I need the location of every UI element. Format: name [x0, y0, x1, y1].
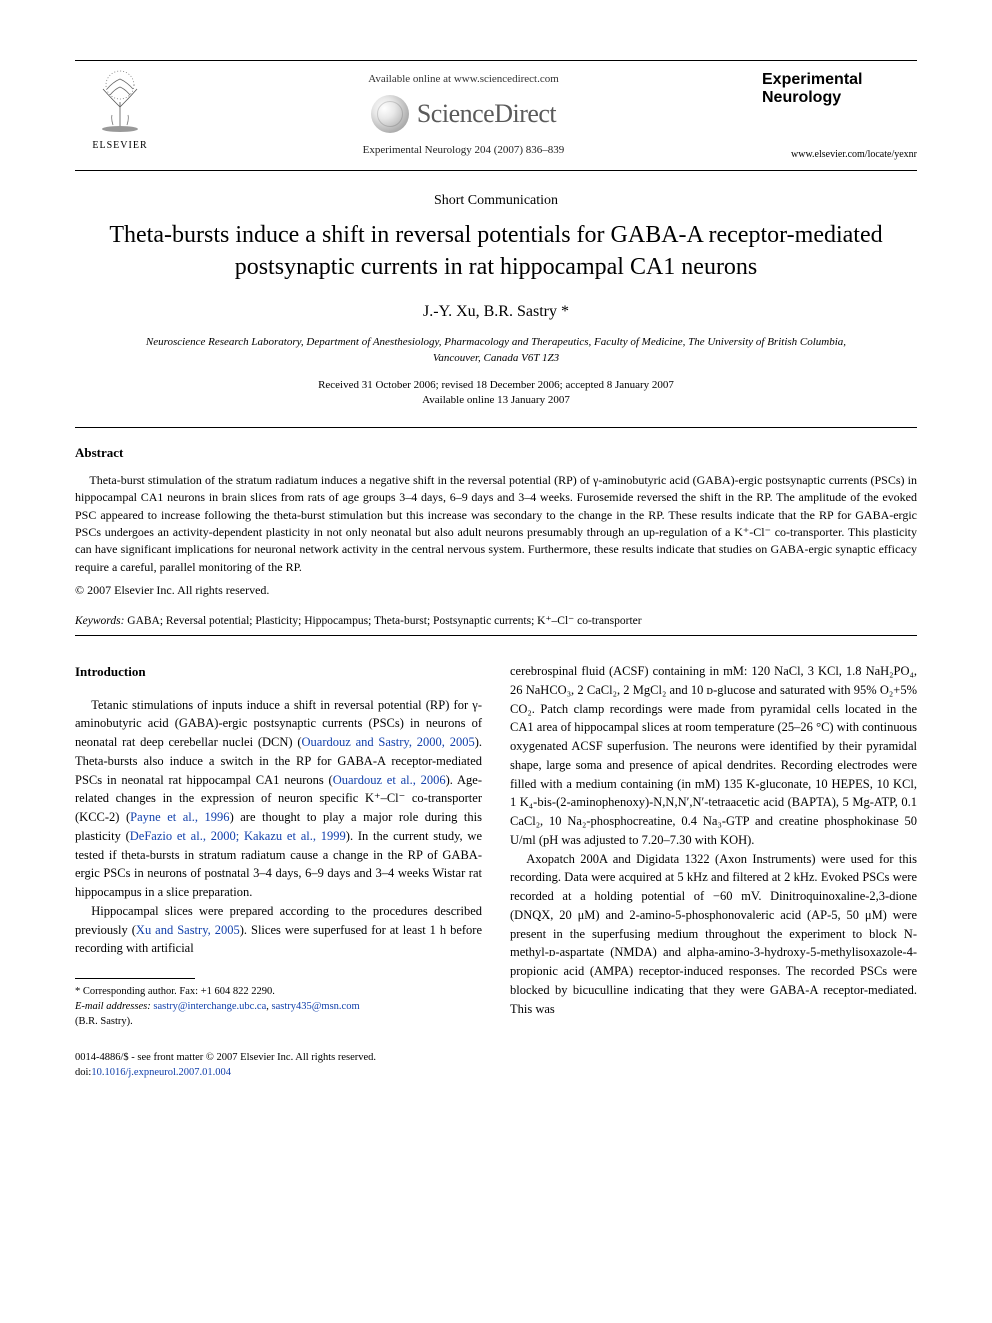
publisher-label: ELSEVIER: [92, 139, 147, 153]
abstract-copyright: © 2007 Elsevier Inc. All rights reserved…: [75, 582, 917, 599]
ref-link[interactable]: Xu and Sastry, 2005: [136, 923, 240, 937]
doi-label: doi:: [75, 1067, 91, 1078]
dates-line1: Received 31 October 2006; revised 18 Dec…: [318, 379, 674, 391]
email-line: E-mail addresses: sastry@interchange.ubc…: [75, 1000, 482, 1015]
keywords-line: Keywords: GABA; Reversal potential; Plas…: [75, 613, 917, 629]
journal-title: Experimental Neurology: [762, 71, 917, 108]
journal-url: www.elsevier.com/locate/yexnr: [762, 148, 917, 162]
rule-top: [75, 60, 917, 61]
elsevier-tree-icon: [85, 67, 155, 137]
journal-citation: Experimental Neurology 204 (2007) 836–83…: [165, 143, 762, 158]
sd-globe-icon: [371, 95, 409, 133]
rule-above-abstract: [75, 427, 917, 428]
journal-title-line2: Neurology: [762, 89, 841, 106]
ref-link[interactable]: Payne et al., 1996: [130, 810, 229, 824]
footnote-rule: [75, 978, 195, 979]
sd-wordmark: ScienceDirect: [417, 96, 556, 132]
right-para-2: Axopatch 200A and Digidata 1322 (Axon In…: [510, 850, 917, 1019]
keywords-label: Keywords:: [75, 615, 124, 627]
journal-title-line1: Experimental: [762, 71, 862, 88]
doi-line: doi:10.1016/j.expneurol.2007.01.004: [75, 1066, 917, 1081]
article-title: Theta-bursts induce a shift in reversal …: [75, 220, 917, 282]
body-columns: Introduction Tetanic stimulations of inp…: [75, 662, 917, 1029]
publisher-block: ELSEVIER: [75, 67, 165, 153]
ref-link[interactable]: DeFazio et al., 2000; Kakazu et al., 199…: [130, 829, 346, 843]
right-column: cerebrospinal fluid (ACSF) containing in…: [510, 662, 917, 1029]
footer: 0014-4886/$ - see front matter © 2007 El…: [75, 1051, 917, 1080]
email-link[interactable]: sastry@interchange.ubc.ca: [153, 1001, 266, 1012]
dates-line2: Available online 13 January 2007: [422, 394, 570, 406]
journal-box: Experimental Neurology www.elsevier.com/…: [762, 67, 917, 162]
available-online-text: Available online at www.sciencedirect.co…: [165, 72, 762, 87]
right-para-1: cerebrospinal fluid (ACSF) containing in…: [510, 662, 917, 850]
front-matter-line: 0014-4886/$ - see front matter © 2007 El…: [75, 1051, 917, 1066]
article-dates: Received 31 October 2006; revised 18 Dec…: [75, 378, 917, 409]
left-column: Introduction Tetanic stimulations of inp…: [75, 662, 482, 1029]
email-link[interactable]: sastry435@msn.com: [271, 1001, 359, 1012]
masthead: ELSEVIER Available online at www.science…: [75, 67, 917, 162]
abstract-heading: Abstract: [75, 444, 917, 462]
sciencedirect-logo: ScienceDirect: [371, 95, 556, 133]
rule-under-masthead: [75, 170, 917, 171]
email-attribution: (B.R. Sastry).: [75, 1015, 482, 1030]
article-type: Short Communication: [75, 191, 917, 211]
author-list: J.-Y. Xu, B.R. Sastry *: [75, 301, 917, 323]
keywords-list: GABA; Reversal potential; Plasticity; Hi…: [127, 615, 641, 627]
email-label: E-mail addresses:: [75, 1001, 151, 1012]
left-para-2: Hippocampal slices were prepared accordi…: [75, 902, 482, 958]
abstract-text: Theta-burst stimulation of the stratum r…: [75, 472, 917, 576]
introduction-heading: Introduction: [75, 662, 482, 682]
ref-link[interactable]: Ouardouz et al., 2006: [333, 773, 446, 787]
rule-under-keywords: [75, 635, 917, 636]
doi-link[interactable]: 10.1016/j.expneurol.2007.01.004: [91, 1067, 231, 1078]
center-header: Available online at www.sciencedirect.co…: [165, 67, 762, 159]
affiliation: Neuroscience Research Laboratory, Depart…: [75, 335, 917, 366]
corresponding-author: * Corresponding author. Fax: +1 604 822 …: [75, 985, 482, 1000]
ref-link[interactable]: Ouardouz and Sastry, 2000, 2005: [302, 735, 475, 749]
left-para-1: Tetanic stimulations of inputs induce a …: [75, 696, 482, 902]
